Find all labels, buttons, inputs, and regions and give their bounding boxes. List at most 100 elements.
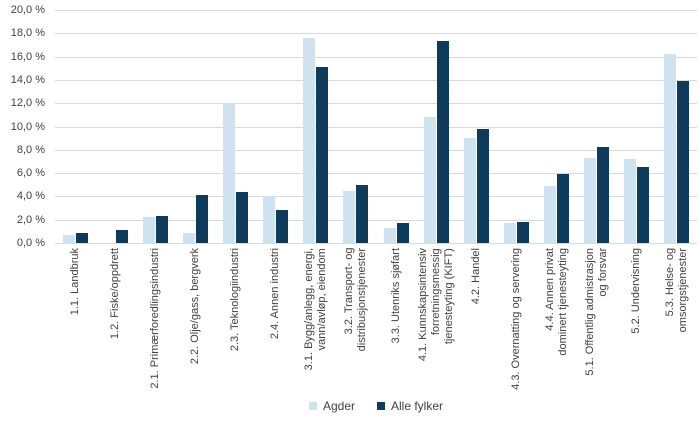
bar-agder (142, 217, 155, 243)
bar-agder (182, 232, 195, 243)
x-category-label: 2.4. Annen industri (269, 248, 282, 340)
bar-agder (223, 103, 236, 243)
plot-area (55, 10, 697, 244)
bar-group (376, 10, 416, 243)
x-category-label: 1.1. Landbruk (68, 248, 81, 316)
bar-alle-fylker (396, 223, 409, 243)
y-tick-label: 10,0 % (10, 120, 45, 133)
bar-agder (584, 157, 597, 243)
bar-group (496, 10, 536, 243)
gridline (55, 126, 697, 128)
bar-group (657, 10, 697, 243)
bar-group (617, 10, 657, 243)
x-label-cell: 5.3. Helse- og omsorgstjenester (657, 248, 697, 396)
bar-group (296, 10, 336, 243)
bar-agder (544, 185, 557, 243)
bar-agder (263, 196, 276, 243)
gridline (55, 173, 697, 175)
y-tick-label: 0,0 % (16, 237, 45, 249)
bar-alle-fylker (516, 222, 529, 243)
bar-alle-fylker (316, 67, 329, 243)
y-tick-label: 4,0 % (16, 190, 45, 203)
y-tick-label: 6,0 % (16, 167, 45, 180)
bar-alle-fylker (356, 184, 369, 243)
bar-agder (343, 190, 356, 243)
x-axis: 1.1. Landbruk 1.2. Fiske/oppdrett 2.1. Pri… (55, 248, 697, 396)
x-category-label: 4.2. Handel (469, 248, 482, 305)
x-label-cell: 3.1. Bygg/anlegg, energi, vann/avløp, ei… (296, 248, 336, 396)
y-tick-label: 18,0 % (10, 27, 45, 40)
gridline (55, 56, 697, 58)
gridline (55, 103, 697, 105)
bar-alle-fylker (637, 167, 650, 243)
bar-group (537, 10, 577, 243)
bar-alle-fylker (436, 41, 449, 243)
bar-group (216, 10, 256, 243)
x-label-cell: 2.4. Annen industri (256, 248, 296, 396)
x-label-cell: 1.1. Landbruk (55, 248, 95, 396)
y-tick-label: 16,0 % (10, 50, 45, 63)
y-tick-label: 14,0 % (10, 73, 45, 86)
x-category-label: 5.1. Offentlig admistrasjon og forsvar (583, 248, 609, 376)
bar-agder (664, 54, 677, 243)
y-tick-label: 12,0 % (10, 97, 45, 110)
x-category-label: 5.2. Undervisning (630, 248, 643, 334)
x-label-cell: 2.2. Olje/gass, bergverk (175, 248, 215, 396)
x-label-cell: 3.3. Utenriks sjøfart (376, 248, 416, 396)
y-tick-label: 8,0 % (16, 143, 45, 156)
x-label-cell: 5.2. Undervisning (617, 248, 657, 396)
bar-alle-fylker (195, 195, 208, 243)
x-category-label: 4.1. Kunnskapsintensiv forretningsmessig… (416, 248, 455, 362)
bar-agder (463, 138, 476, 243)
bar-alle-fylker (75, 232, 88, 243)
legend-label: Alle fylker (391, 399, 444, 413)
legend-item-alle-fylker: Alle fylker (377, 399, 443, 413)
bar-alle-fylker (236, 191, 249, 243)
legend-swatch-alle-fylker (377, 402, 385, 410)
x-category-label: 2.1. Primærforedlingsindustri (148, 248, 161, 389)
bar-group (95, 10, 135, 243)
legend-label: Agder (322, 399, 355, 413)
bar-alle-fylker (115, 230, 128, 243)
bar-group (135, 10, 175, 243)
bar-alle-fylker (677, 81, 690, 243)
bar-agder (503, 223, 516, 243)
x-label-cell: 4.2. Handel (456, 248, 496, 396)
x-label-cell: 5.1. Offentlig admistrasjon og forsvar (577, 248, 617, 396)
bar-group (577, 10, 617, 243)
x-category-label: 4.3. Overnatting og servering (509, 248, 522, 390)
bar-group (55, 10, 95, 243)
gridline (55, 33, 697, 35)
x-category-label: 2.2. Olje/gass, bergverk (188, 248, 201, 365)
bar-alle-fylker (597, 147, 610, 243)
bar-alle-fylker (276, 210, 289, 243)
x-label-cell: 2.1. Primærforedlingsindustri (135, 248, 175, 396)
bar-agder (624, 159, 637, 243)
x-category-label: 5.3. Helse- og omsorgstjenester (663, 248, 689, 333)
gridline (55, 196, 697, 198)
x-category-label: 3.2. Transport- og distribusjonstjeneste… (342, 248, 368, 352)
y-tick-label: 20,0 % (10, 4, 45, 16)
x-category-label: 4.4. Annen privat dominert tjenesteyting (543, 248, 569, 356)
y-tick-label: 2,0 % (16, 213, 45, 226)
x-label-cell: 4.4. Annen privat dominert tjenesteyting (537, 248, 577, 396)
gridline (55, 149, 697, 151)
bar-group (456, 10, 496, 243)
gridline (55, 79, 697, 81)
x-category-label: 2.3. Teknologiindustri (229, 248, 242, 352)
gridline (55, 243, 697, 244)
bar-groups (55, 10, 697, 243)
x-category-label: 1.2. Fiske/oppdrett (108, 248, 121, 340)
x-category-label: 3.3. Utenriks sjøfart (389, 248, 402, 344)
gridline (55, 10, 697, 11)
legend-swatch-agder (308, 402, 317, 410)
gridline (55, 219, 697, 221)
legend-item-agder: Agder (308, 399, 355, 413)
bar-group (416, 10, 456, 243)
y-axis: 0,0 % 2,0 % 4,0 % 6,0 % 8,0 % 10,0 % 12,0 % 14,… (0, 4, 49, 249)
bar-agder (383, 227, 396, 243)
bar-alle-fylker (557, 174, 570, 243)
legend: Agder Alle fylker (55, 399, 697, 413)
bar-agder (303, 37, 316, 243)
